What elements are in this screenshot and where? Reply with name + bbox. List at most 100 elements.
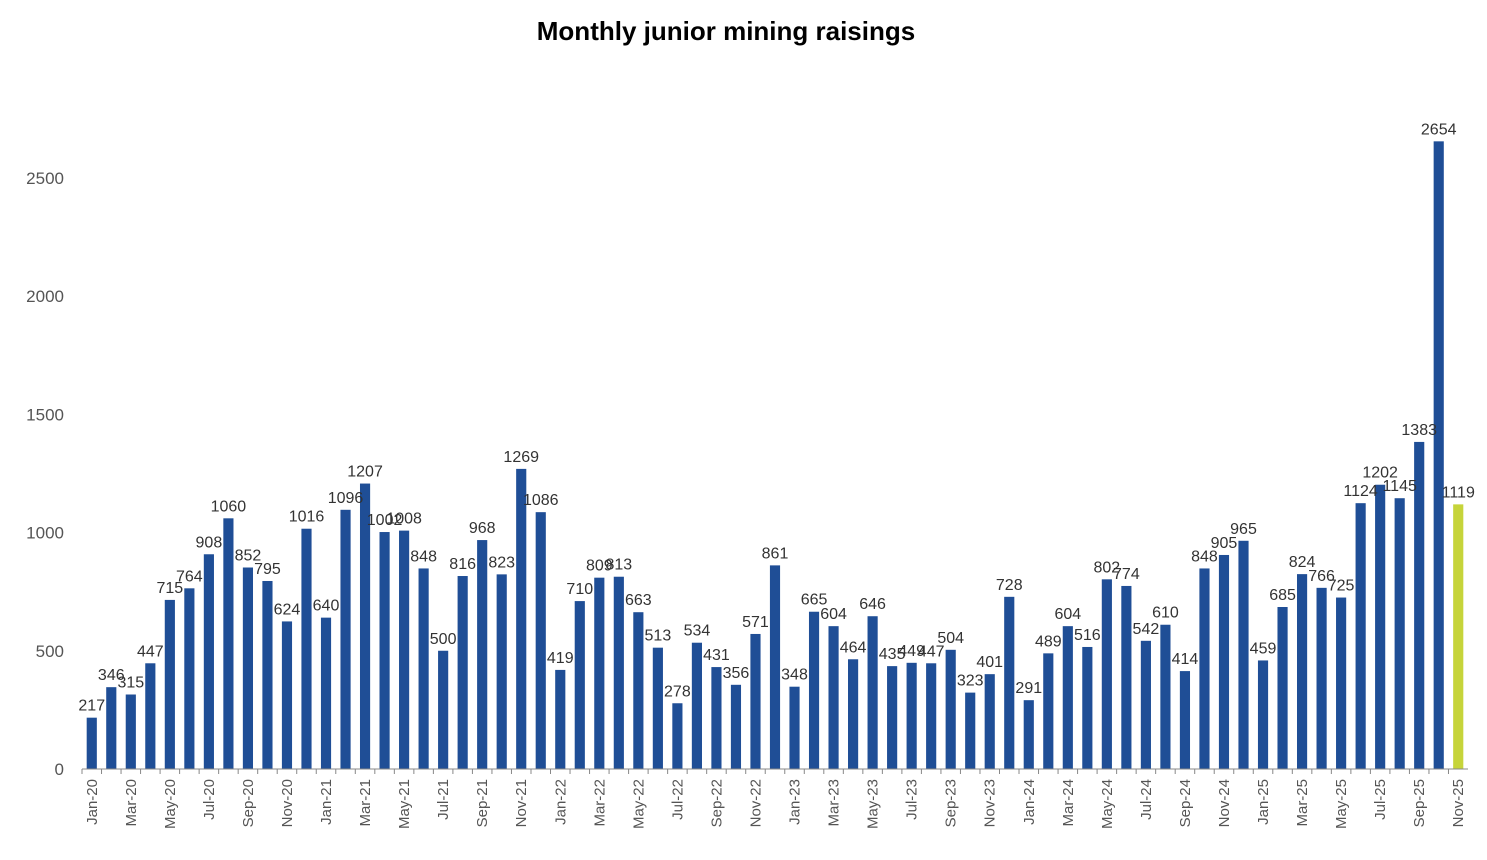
data-label: 464 [840, 639, 867, 656]
data-label: 640 [313, 598, 340, 615]
x-tick-label: Nov-22 [747, 779, 764, 827]
data-label: 1016 [289, 509, 325, 526]
bar [691, 642, 702, 769]
data-label: 315 [117, 675, 144, 692]
data-label: 795 [254, 561, 281, 578]
y-tick-label: 0 [55, 760, 64, 779]
bar [106, 687, 117, 769]
bar [1101, 579, 1112, 769]
bar [359, 483, 371, 769]
bar [848, 659, 859, 769]
data-label: 323 [957, 673, 984, 690]
y-axis: 0 500 1000 1500 2000 2500 [26, 169, 64, 779]
data-label: 766 [1308, 568, 1335, 585]
x-tick-label: Jan-25 [1255, 779, 1272, 825]
bar [1140, 640, 1151, 769]
data-label: 278 [664, 683, 691, 700]
bar [652, 647, 663, 769]
bar [184, 588, 195, 769]
data-label: 610 [1152, 605, 1179, 622]
data-label: 802 [1094, 559, 1121, 576]
bar [1082, 646, 1093, 769]
data-label: 823 [488, 554, 515, 571]
x-tick-label: Sep-25 [1411, 779, 1428, 827]
data-label: 414 [1172, 651, 1199, 668]
bar [1277, 607, 1288, 769]
data-label: 908 [196, 534, 223, 551]
x-tick-label: Jul-23 [904, 779, 921, 820]
bar [535, 512, 546, 769]
x-tick-label: May-20 [162, 779, 179, 829]
data-label: 848 [410, 548, 437, 565]
bar [203, 554, 214, 769]
bar [867, 616, 878, 769]
y-tick-label: 2500 [26, 169, 64, 188]
data-label: 1096 [328, 490, 364, 507]
x-tick-label: Jul-22 [669, 779, 686, 820]
data-label: 447 [137, 643, 164, 660]
x-tick-label: Jan-22 [552, 779, 569, 825]
data-label: 715 [156, 580, 183, 597]
data-label: 1202 [1362, 465, 1398, 482]
data-label: 1086 [523, 492, 559, 509]
data-label: 685 [1269, 587, 1296, 604]
bar [1218, 554, 1230, 769]
x-tick-label: Nov-24 [1216, 779, 1233, 827]
bar [399, 530, 410, 769]
bar [301, 528, 312, 769]
bar [965, 692, 976, 769]
data-label: 346 [98, 667, 125, 684]
x-tick-label: May-25 [1333, 779, 1350, 829]
y-tick-label: 2000 [26, 287, 64, 306]
bar [555, 669, 566, 769]
data-label: 852 [235, 548, 262, 565]
data-label: 435 [879, 646, 906, 663]
data-label: 965 [1230, 521, 1257, 538]
x-tick-label: Sep-20 [240, 779, 257, 827]
bar [1453, 504, 1464, 769]
data-label: 1383 [1401, 422, 1437, 439]
x-axis: Jan-20 Mar-20 May-20 Jul-20 Sep-20 Nov-20 Jan-… [81, 768, 1468, 829]
x-tick-label: Jul-20 [201, 779, 218, 820]
data-label: 419 [547, 650, 574, 667]
data-label: 861 [762, 545, 789, 562]
data-label: 824 [1289, 554, 1316, 571]
x-tick-label: Nov-25 [1450, 779, 1467, 827]
y-tick-label: 1000 [26, 524, 64, 543]
y-tick-label: 500 [36, 642, 64, 661]
bar [633, 612, 644, 769]
bar [1375, 484, 1386, 769]
bar [242, 567, 254, 769]
data-label: 968 [469, 520, 496, 537]
x-tick-label: Mar-21 [357, 779, 374, 827]
data-label: 291 [1015, 680, 1042, 697]
data-label: 356 [723, 665, 750, 682]
x-tick-label: Nov-21 [513, 779, 530, 827]
bar [828, 626, 839, 769]
data-label: 489 [1035, 633, 1062, 650]
data-label: 809 [586, 558, 613, 575]
bar [1336, 597, 1347, 769]
x-tick-label: May-21 [396, 779, 413, 829]
x-tick-label: Sep-22 [708, 779, 725, 827]
bar [477, 540, 488, 769]
data-label: 516 [1074, 627, 1101, 644]
data-label: 542 [1133, 621, 1160, 638]
x-tick-label: Mar-20 [123, 779, 140, 827]
x-tick-label: Jan-21 [318, 779, 335, 825]
data-label: 604 [1054, 606, 1081, 623]
bar [457, 576, 468, 769]
x-tick-label: May-24 [1099, 779, 1116, 829]
bar [887, 666, 898, 769]
bar [281, 621, 293, 769]
bar [613, 576, 624, 769]
data-label: 646 [859, 596, 886, 613]
bar [1160, 624, 1171, 769]
x-tick-label: Jul-25 [1372, 779, 1389, 820]
bar [379, 532, 390, 769]
bar [1238, 540, 1249, 769]
bar [86, 717, 97, 769]
x-tick-label: Mar-23 [826, 779, 843, 827]
data-label: 764 [176, 568, 203, 585]
x-tick-label: May-23 [865, 779, 882, 829]
